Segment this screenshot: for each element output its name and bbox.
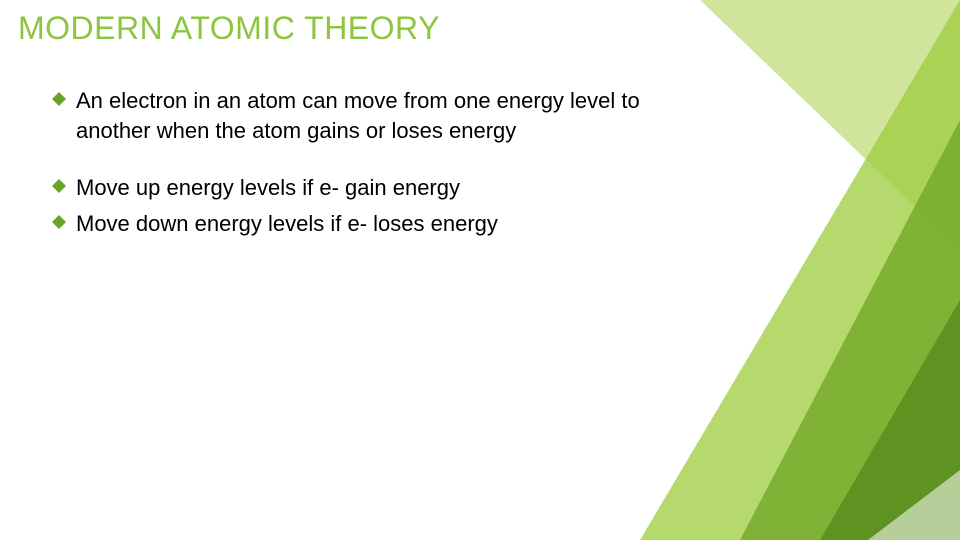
bullet-list: An electron in an atom can move from one… — [52, 86, 652, 267]
list-item-text: Move up energy levels if e- gain energy — [76, 173, 652, 203]
diamond-bullet-icon — [52, 179, 66, 193]
list-item: An electron in an atom can move from one… — [52, 86, 652, 145]
list-item-text: An electron in an atom can move from one… — [76, 86, 652, 145]
diamond-bullet-icon — [52, 215, 66, 229]
corner-decoration — [0, 0, 960, 540]
list-item: Move down energy levels if e- loses ener… — [52, 209, 652, 239]
list-item-text: Move down energy levels if e- loses ener… — [76, 209, 652, 239]
slide: MODERN ATOMIC THEORY An electron in an a… — [0, 0, 960, 540]
slide-title: MODERN ATOMIC THEORY — [18, 10, 440, 47]
list-item: Move up energy levels if e- gain energy — [52, 173, 652, 203]
diamond-bullet-icon — [52, 92, 66, 106]
